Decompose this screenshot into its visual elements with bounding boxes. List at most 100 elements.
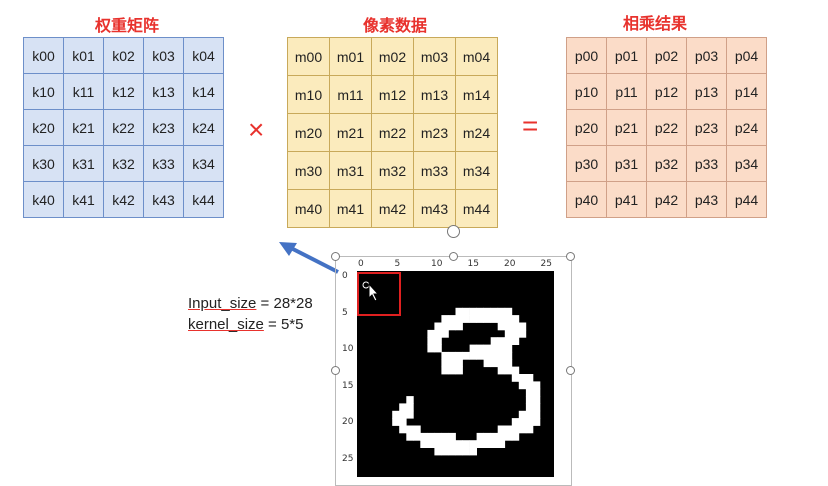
pixel-cell: m03 (413, 37, 456, 76)
pixel-row: m40 m41 m42 m43 m44 (287, 189, 498, 228)
kernel-size-value: = 5*5 (263, 316, 304, 333)
result-cell: p23 (686, 109, 727, 146)
digit-pixel (399, 410, 407, 419)
kernel-row: k20 k21 k22 k23 k24 (23, 109, 224, 146)
resize-handle-tr[interactable] (566, 252, 575, 261)
digit-pixel (455, 315, 463, 323)
result-cell: p42 (646, 181, 687, 218)
kernel-cell: k22 (103, 109, 144, 146)
y-tick-label: 5 (342, 307, 348, 318)
digit-pixel (448, 447, 456, 456)
digit-pixel (455, 351, 463, 360)
result-cell: p12 (646, 73, 687, 110)
digit-pixel (462, 307, 470, 316)
digit-pixel (511, 366, 520, 375)
arrow-icon (279, 242, 339, 274)
pixel-cell: m33 (413, 151, 456, 190)
digit-pixel (511, 337, 520, 345)
digit-pixel (434, 329, 442, 338)
pixel-row: m10 m11 m12 m13 m14 (287, 75, 498, 114)
digit-pixel (427, 329, 435, 338)
digit-pixel (455, 307, 463, 316)
result-row: p20 p21 p22 p23 p24 (566, 109, 767, 146)
digit-pixel (525, 374, 534, 382)
x-tick-label: 25 (540, 259, 552, 269)
digit-pixel (406, 396, 414, 404)
digit-pixel (448, 440, 456, 448)
digit-pixel (455, 366, 463, 375)
digit-pixel (504, 344, 513, 353)
digit-pixel (497, 307, 506, 316)
pixel-cell: m44 (455, 189, 498, 228)
result-cell: p32 (646, 145, 687, 182)
digit-pixel (399, 403, 407, 412)
pixel-row: m30 m31 m32 m33 m34 (287, 151, 498, 190)
input-size-value: = 28*28 (256, 295, 313, 312)
digit-pixel (497, 337, 506, 345)
result-cell: p02 (646, 37, 687, 74)
pixel-cell: m24 (455, 113, 498, 152)
digit-pixel (511, 432, 520, 441)
result-cell: p34 (726, 145, 767, 182)
pixel-cell: m43 (413, 189, 456, 228)
digit-pixel (504, 351, 513, 360)
result-cell: p21 (606, 109, 647, 146)
kernel-cell: k23 (143, 109, 184, 146)
kernel-cell: k24 (183, 109, 224, 146)
kernel-cell: k42 (103, 181, 144, 218)
digit-pixel (420, 432, 428, 441)
digit-pixel (532, 418, 541, 426)
kernel-cell: k02 (103, 37, 144, 74)
x-tick-label: 20 (504, 259, 516, 269)
kernel-cell: k32 (103, 145, 144, 182)
digit-pixel (476, 351, 484, 360)
resize-handle-r[interactable] (566, 366, 575, 375)
result-cell: p44 (726, 181, 767, 218)
kernel-window-highlight (357, 272, 401, 316)
digit-pixel (504, 315, 513, 323)
kernel-cell: k30 (23, 145, 64, 182)
pixel-cell: m41 (329, 189, 372, 228)
kernel-cell: k21 (63, 109, 104, 146)
digit-pixel (469, 344, 477, 353)
kernel-cell: k34 (183, 145, 224, 182)
result-cell: p43 (686, 181, 727, 218)
rotate-handle-icon[interactable] (447, 225, 460, 238)
resize-handle-tl[interactable] (331, 252, 340, 261)
result-cell: p41 (606, 181, 647, 218)
pixel-cell: m22 (371, 113, 414, 152)
pixel-cell: m23 (413, 113, 456, 152)
resize-handle-l[interactable] (331, 366, 340, 375)
result-cell: p01 (606, 37, 647, 74)
digit-pixel (483, 344, 491, 353)
digit-pixel (399, 425, 407, 434)
digit-pixel (511, 322, 520, 331)
result-cell: p24 (726, 109, 767, 146)
input-size-key: Input_size (188, 295, 257, 312)
digit-pixel (532, 410, 541, 419)
pixel-cell: m30 (287, 151, 330, 190)
result-title: 相乘结果 (622, 16, 687, 33)
digit-pixel (441, 322, 449, 331)
kernel-row: k10 k11 k12 k13 k14 (23, 73, 224, 110)
digit-pixel (518, 425, 527, 434)
kernel-cell: k10 (23, 73, 64, 110)
kernel-size-key: kernel_size (188, 316, 264, 333)
digit-pixel (392, 418, 400, 426)
digit-pixel (525, 418, 534, 426)
kernel-size-label: kernel_size = 5*5 (188, 316, 304, 333)
pixel-cell: m32 (371, 151, 414, 190)
result-cell: p03 (686, 37, 727, 74)
digit-pixel (497, 366, 506, 375)
digit-pixel (532, 396, 541, 404)
pixel-cell: m00 (287, 37, 330, 76)
resize-handle-t[interactable] (449, 252, 458, 261)
digit-pixel (441, 447, 449, 456)
digit-pixel (399, 418, 407, 426)
pixel-cell: m13 (413, 75, 456, 114)
digit-pixel (476, 315, 484, 323)
digit-pixel (448, 432, 456, 441)
digit-pixel (420, 440, 428, 448)
kernel-cell: k14 (183, 73, 224, 110)
digit-pixel (455, 440, 463, 448)
